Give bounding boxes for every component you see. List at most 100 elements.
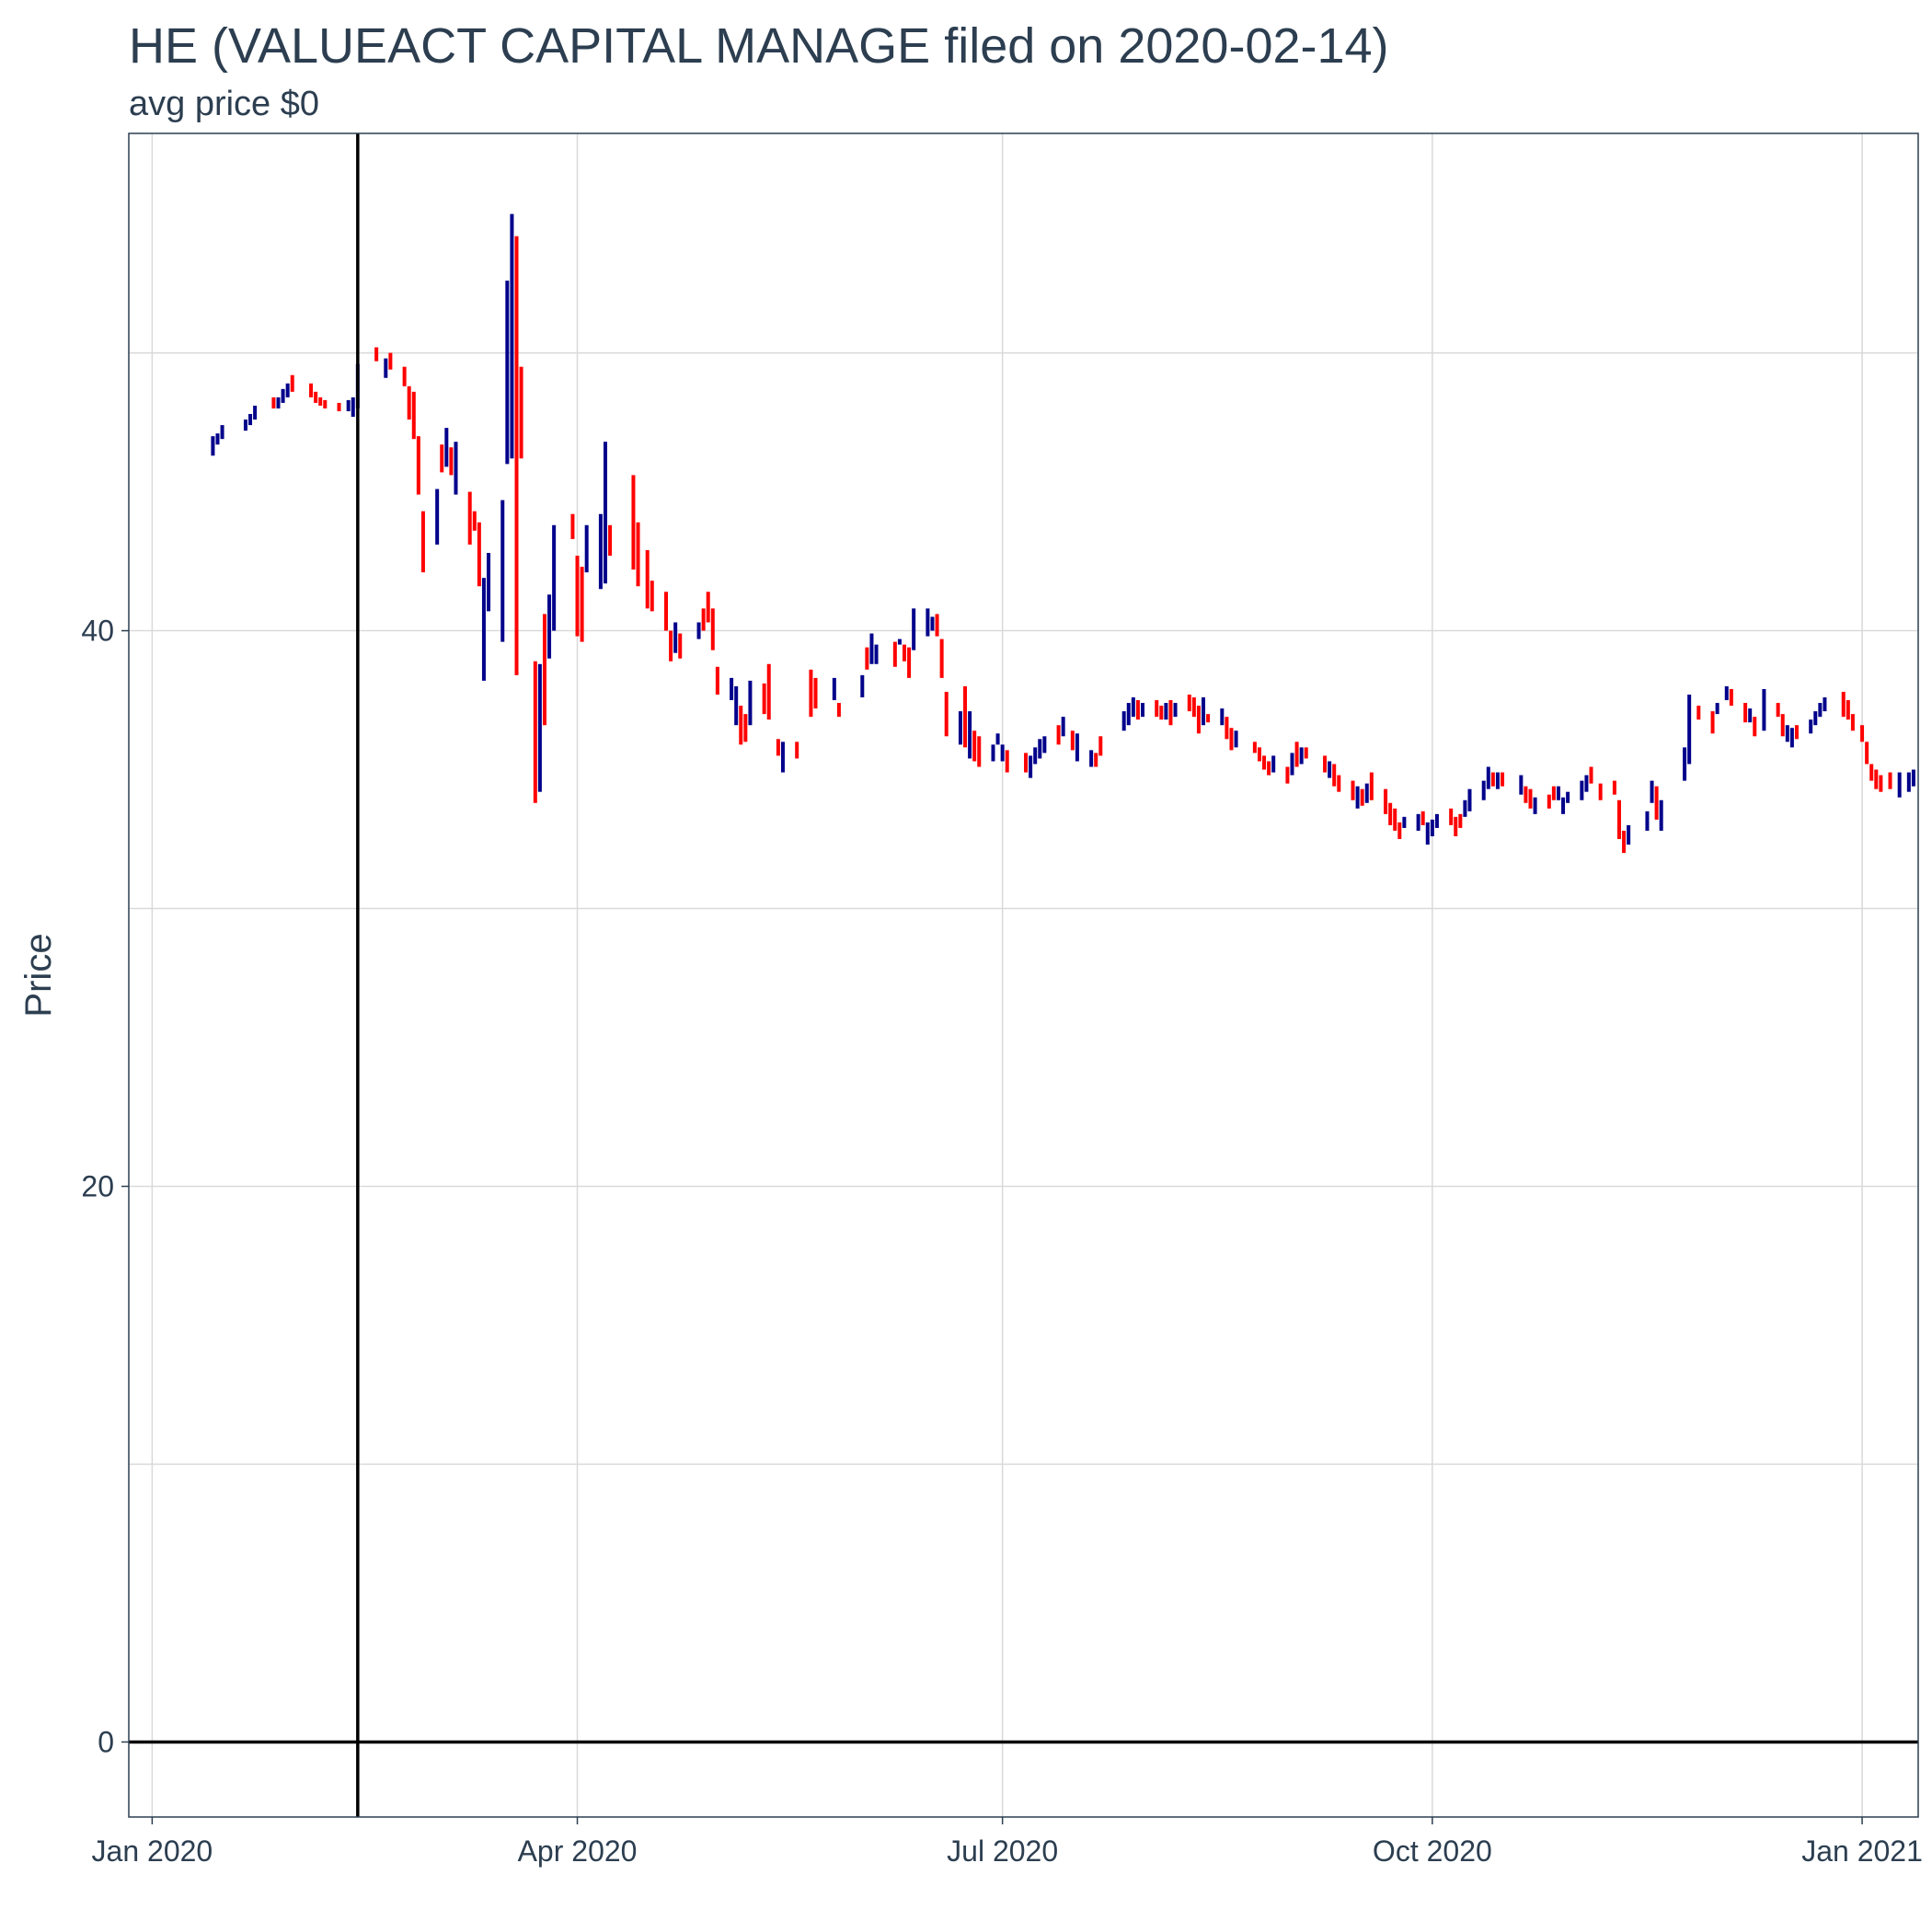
candle (730, 677, 734, 701)
candle (1000, 744, 1005, 762)
candle (832, 677, 836, 701)
candle (1748, 708, 1753, 723)
candle (935, 614, 939, 637)
candle (1271, 755, 1276, 773)
y-tick-label: 40 (81, 615, 114, 648)
candle (636, 522, 640, 587)
candle (1337, 775, 1341, 792)
candle (1850, 714, 1855, 731)
candle (309, 383, 314, 397)
candle (892, 641, 897, 667)
candle (939, 638, 944, 678)
candle (1724, 685, 1729, 701)
candle (1879, 775, 1883, 792)
candle (1818, 703, 1823, 718)
x-tick-label: Jan 2020 (92, 1834, 213, 1868)
candle (1420, 811, 1425, 825)
candle (1650, 780, 1654, 803)
candle (706, 592, 710, 623)
candle (977, 736, 982, 767)
candle (1126, 703, 1131, 726)
candle (318, 397, 323, 406)
candle (1860, 725, 1865, 742)
candle (449, 447, 454, 476)
candle (472, 511, 477, 531)
candle (271, 397, 276, 408)
candle (1566, 791, 1570, 803)
candle (944, 691, 949, 737)
candle (481, 578, 486, 681)
candle (1220, 708, 1225, 726)
candle (710, 608, 715, 650)
x-tick-label: Jan 2021 (1801, 1834, 1923, 1868)
candle (1299, 747, 1304, 765)
candle (411, 391, 416, 440)
candle (1061, 717, 1065, 737)
candle (1131, 697, 1135, 718)
candle (454, 442, 458, 495)
candle (608, 524, 613, 557)
candle (1789, 728, 1794, 748)
candle (505, 281, 510, 465)
panel-border (128, 132, 1919, 1818)
candle (1384, 788, 1388, 814)
candle (1191, 697, 1196, 718)
candle (552, 524, 557, 631)
candle (865, 647, 869, 670)
candle (762, 683, 766, 715)
candle (1029, 755, 1033, 778)
candle (701, 608, 706, 631)
y-tick-label: 20 (81, 1170, 114, 1203)
candle (1206, 714, 1211, 723)
candle (1481, 780, 1486, 800)
candle (1687, 695, 1692, 765)
candle (435, 489, 440, 545)
candle (1294, 742, 1299, 767)
candle (467, 491, 472, 545)
candle (547, 594, 552, 659)
candle (1290, 753, 1294, 776)
candle (780, 742, 785, 773)
candle (1696, 706, 1701, 720)
candle (1267, 761, 1271, 776)
candle (715, 666, 719, 695)
candle (1785, 725, 1789, 742)
candle (1762, 688, 1766, 731)
candle (1187, 695, 1191, 712)
candle (1369, 772, 1374, 800)
candle (1888, 772, 1892, 789)
candle (1355, 786, 1360, 809)
candle (958, 711, 962, 745)
candle (1425, 822, 1430, 845)
candle (533, 661, 537, 803)
candle (1351, 780, 1355, 800)
candle (420, 511, 425, 573)
candle (542, 614, 546, 726)
candle (968, 711, 972, 759)
candle (1467, 788, 1472, 811)
candle (1155, 700, 1159, 718)
candle (766, 663, 771, 720)
candle (903, 644, 907, 661)
candles (211, 213, 1915, 854)
candle (416, 436, 420, 495)
candle (696, 622, 701, 639)
candle (1580, 780, 1584, 800)
candle (519, 366, 523, 459)
candle (314, 391, 318, 403)
candle (874, 644, 879, 664)
candle (743, 714, 748, 742)
candle (912, 608, 916, 650)
x-tick-label: Oct 2020 (1373, 1834, 1492, 1868)
x-tick-label: Apr 2020 (518, 1834, 638, 1868)
candle (1501, 772, 1505, 787)
candle (1416, 813, 1420, 831)
candle (1551, 786, 1556, 800)
candle (1262, 755, 1267, 770)
candle (1168, 700, 1173, 726)
candle (739, 706, 743, 745)
candle (926, 608, 930, 637)
candle (776, 739, 780, 756)
candle (1360, 788, 1364, 806)
